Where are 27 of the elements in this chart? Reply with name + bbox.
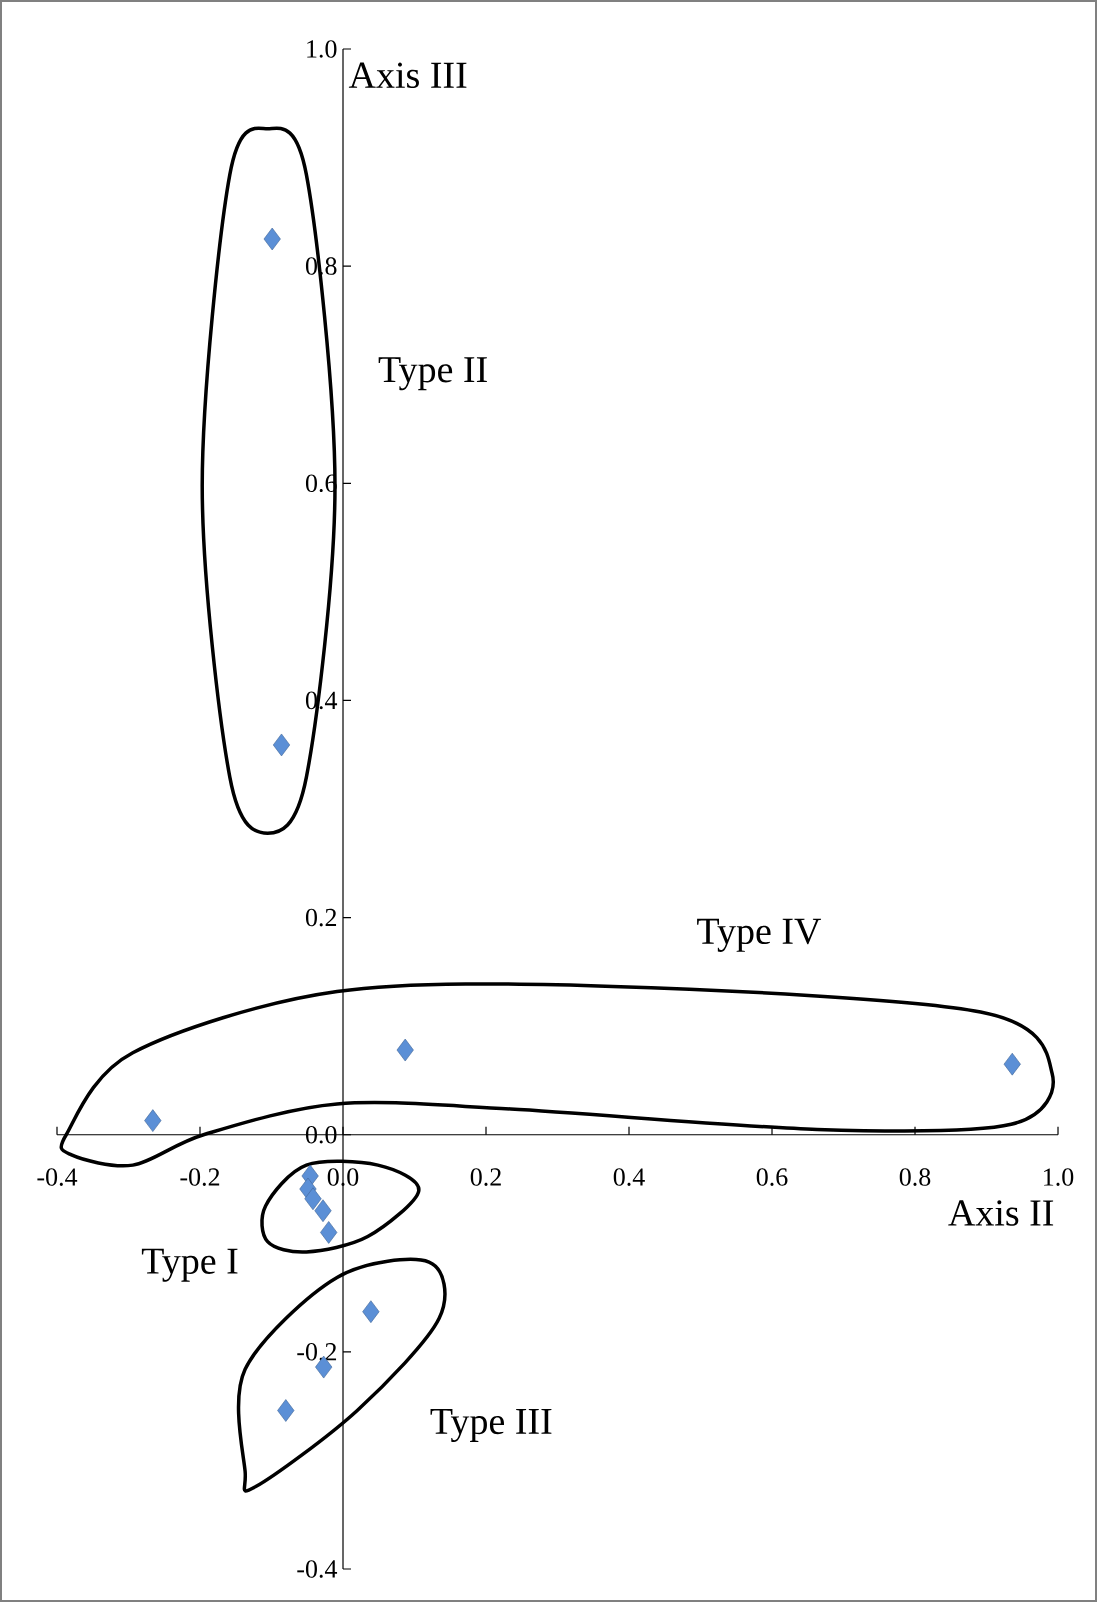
x-tick-label: 0.8 <box>899 1168 931 1186</box>
x-tick-label: -0.4 <box>37 1168 78 1186</box>
y-tick-label: 0.2 <box>305 908 337 927</box>
point <box>144 1109 162 1132</box>
point <box>362 1300 380 1323</box>
y-tick-label: 1.0 <box>307 40 337 58</box>
point <box>314 1199 332 1223</box>
annotation: Type I <box>141 1248 238 1282</box>
point <box>396 1038 414 1062</box>
point <box>263 227 281 251</box>
x-tick-label: -0.2 <box>180 1168 220 1186</box>
annotation: Type IV <box>697 918 822 952</box>
x-tick-label: 1.0 <box>1044 1168 1074 1186</box>
point <box>304 1187 322 1211</box>
x-tick-label: 0.6 <box>756 1168 788 1186</box>
y-axis-title: Axis III <box>348 62 467 89</box>
point <box>277 1399 295 1422</box>
y-tick-label: -0.4 <box>297 1560 338 1578</box>
point <box>272 733 291 757</box>
x-tick-label: 0.2 <box>470 1168 501 1186</box>
x-tick-label: 0.4 <box>613 1168 645 1186</box>
point <box>1003 1052 1021 1076</box>
annotation: Type III <box>430 1408 552 1443</box>
x-axis-title: Axis II <box>948 1200 1054 1226</box>
y-tick-label: -0.2 <box>297 1343 337 1361</box>
point <box>320 1221 338 1244</box>
annotation: Type II <box>378 357 487 391</box>
